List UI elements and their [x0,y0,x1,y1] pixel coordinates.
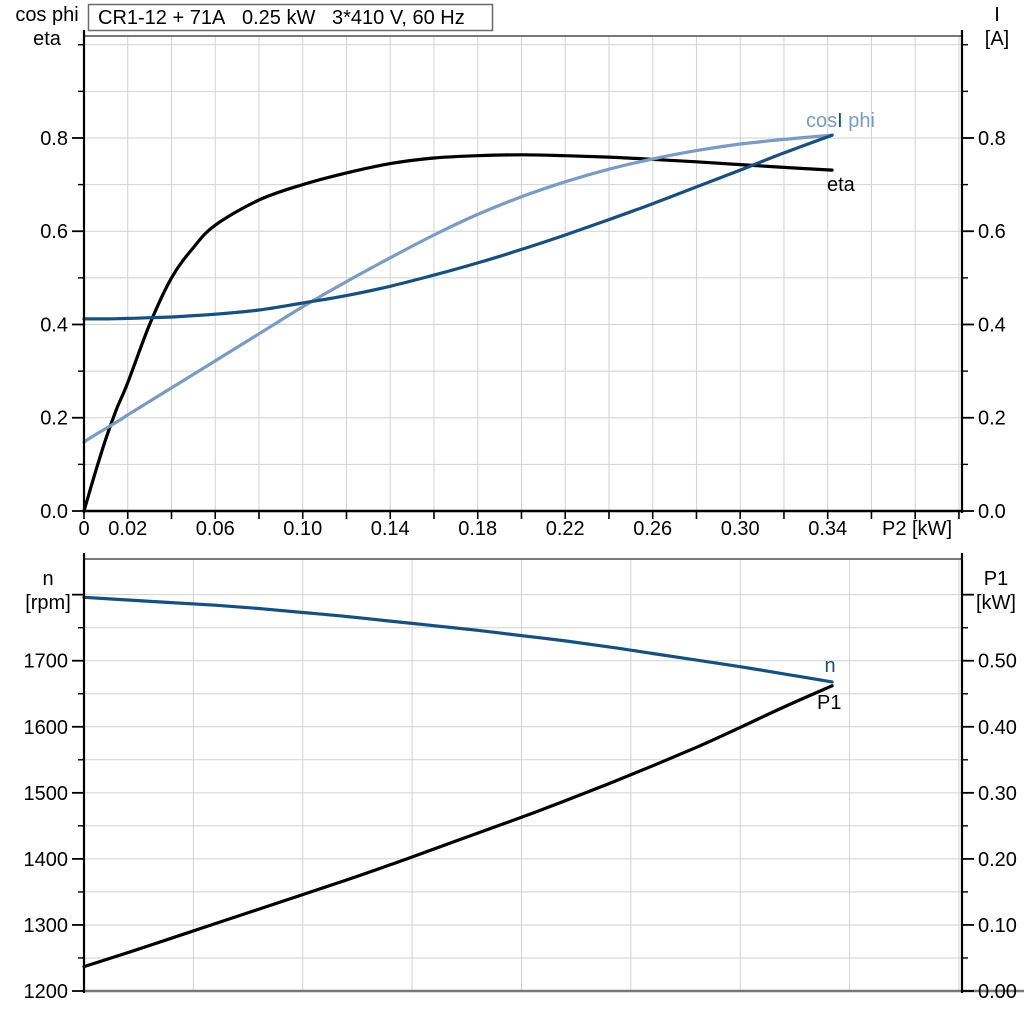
y-tick-label: 0.8 [978,128,1006,150]
y-tick-label: 0.2 [40,408,68,430]
x-tick-label: 0.14 [371,518,410,540]
bottom-right-axis-title-kw-unit: [kW] [976,592,1016,614]
i-curve [82,133,834,321]
x-tick-label: 0.10 [283,518,322,540]
y-tick-label: 0.10 [978,915,1017,937]
y-tick-label: 0.2 [978,408,1006,430]
curve-label-part: eta [827,174,856,196]
chart-title-box [87,3,494,32]
bottom-left-axis-title-n: n [42,568,53,590]
y-tick-label: 0.00 [978,981,1017,1003]
x-tick-label: 0.02 [108,518,147,540]
chart-title: CR1-12 + 71A 0.25 kW 3*410 V, 60 Hz [98,7,465,29]
y-tick-label: 0.4 [978,314,1006,336]
y-tick-label: 1600 [24,717,69,739]
x-tick-label: 0.06 [196,518,235,540]
y-tick-label: 1400 [24,849,69,871]
y-tick-label: 0.0 [978,501,1006,523]
curve-label-part: cos [806,110,837,132]
curve-label-n: n [824,655,835,677]
x-tick-label: 0.34 [808,518,847,540]
n-curve [82,595,834,684]
y-tick-label: 1700 [24,651,69,673]
top-left-axis-title-eta: eta [33,28,62,50]
y-tick-label: 0.6 [40,221,68,243]
curve-label-eta: eta [827,174,856,196]
y-tick-label: 0.0 [40,501,68,523]
chart-plot-layers: 0 0.02 0.06 0.10 0.14 0.18 0.22 0.26 0.30 0.34 P2 … [24,30,1024,1003]
x-axis-title: P2 [kW] [882,518,952,540]
y-tick-label: 0.8 [40,128,68,150]
y-tick-label: 0.30 [978,783,1017,805]
bottom-left-axis-title-rpm-unit: [rpm] [25,592,71,614]
y-tick-label: 0.6 [978,221,1006,243]
p1-curve [82,684,834,969]
y-tick-label: 0.50 [978,651,1017,673]
y-tick-label: 1200 [24,981,69,1003]
x-tick-label: 0.30 [721,518,760,540]
curve-label-p1: P1 [817,692,841,714]
y-tick-label: 0.4 [40,314,68,336]
cos-phi-curve [82,133,834,444]
top-left-axis-title-cos-phi: cos phi [15,4,78,26]
y-tick-label: 0.20 [978,849,1017,871]
curve-label-cos-i-phi: cosI phi [806,110,875,132]
curve-label-part: phi [843,110,875,132]
y-tick-label: 0.40 [978,717,1017,739]
x-tick-label: 0.26 [633,518,672,540]
chart-0: 0 0.02 0.06 0.10 0.14 0.18 0.22 0.26 0.30 0.34 P2 … [40,30,1006,540]
y-tick-label: 1300 [24,915,69,937]
top-right-axis-title-i: I [994,4,1000,26]
x-tick-label: 0.18 [458,518,497,540]
eta-curve [82,153,834,513]
curve-label-part: n [824,655,835,677]
curve-label-part: I [837,110,843,132]
x-tick-label: 0.22 [546,518,585,540]
y-tick-label: 1500 [24,783,69,805]
curve-label-part: P1 [817,692,841,714]
x-tick-label: 0 [78,518,89,540]
top-right-axis-title-a-unit: [A] [985,28,1009,50]
chart-1: 1200 1300 1400 1500 1600 1700 0.00 0.10 0.20 0.30… [24,553,1024,1003]
bottom-right-axis-title-p1: P1 [984,568,1008,590]
